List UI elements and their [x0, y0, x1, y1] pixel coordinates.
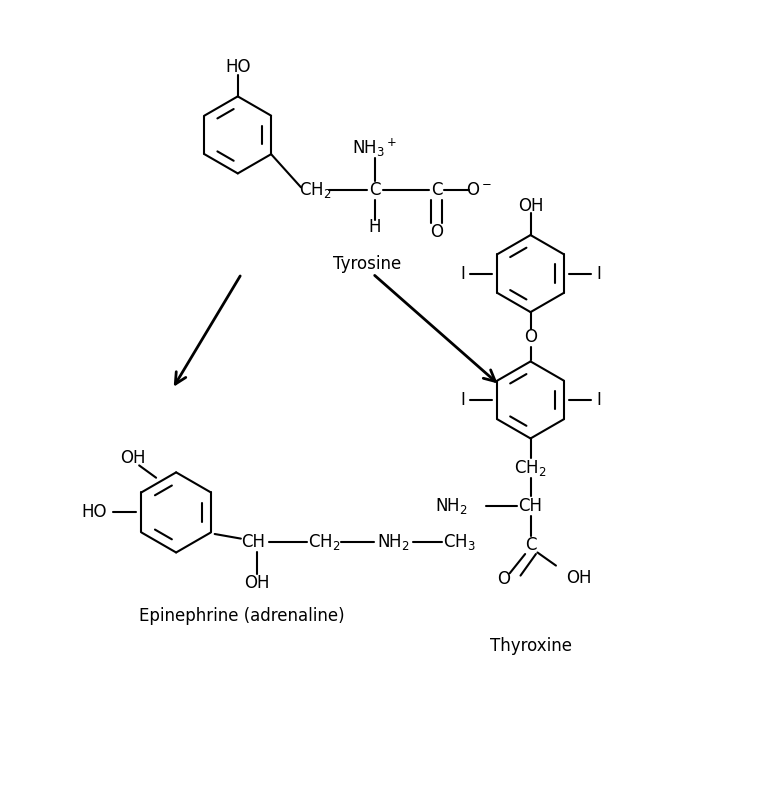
Text: I: I [460, 265, 465, 283]
Text: NH$_2$: NH$_2$ [377, 531, 410, 552]
Text: I: I [460, 391, 465, 409]
Text: C: C [369, 182, 381, 200]
Text: CH$_2$: CH$_2$ [308, 531, 341, 552]
Text: H: H [369, 219, 381, 237]
Text: C: C [525, 536, 536, 554]
Text: I: I [596, 391, 601, 409]
Text: NH$_3$$^+$: NH$_3$$^+$ [352, 137, 397, 159]
Text: C: C [431, 182, 442, 200]
Text: OH: OH [120, 449, 146, 467]
Text: CH$_3$: CH$_3$ [442, 531, 475, 552]
Text: O: O [497, 571, 510, 589]
Text: HO: HO [81, 503, 107, 521]
Text: I: I [596, 265, 601, 283]
Text: Epinephrine (adrenaline): Epinephrine (adrenaline) [139, 608, 345, 626]
Text: NH$_2$: NH$_2$ [435, 496, 467, 516]
Text: O: O [524, 328, 537, 346]
Text: O: O [430, 223, 443, 241]
Text: CH: CH [518, 498, 542, 516]
Text: CH: CH [241, 533, 265, 551]
Text: OH: OH [518, 196, 543, 215]
Text: HO: HO [225, 58, 251, 76]
Text: Tyrosine: Tyrosine [333, 255, 401, 273]
Text: CH$_2$: CH$_2$ [299, 180, 331, 200]
Text: CH$_2$: CH$_2$ [514, 457, 547, 478]
Text: OH: OH [566, 569, 591, 587]
Text: O$^-$: O$^-$ [466, 182, 492, 200]
Text: OH: OH [244, 575, 270, 593]
Text: Thyroxine: Thyroxine [490, 637, 572, 655]
